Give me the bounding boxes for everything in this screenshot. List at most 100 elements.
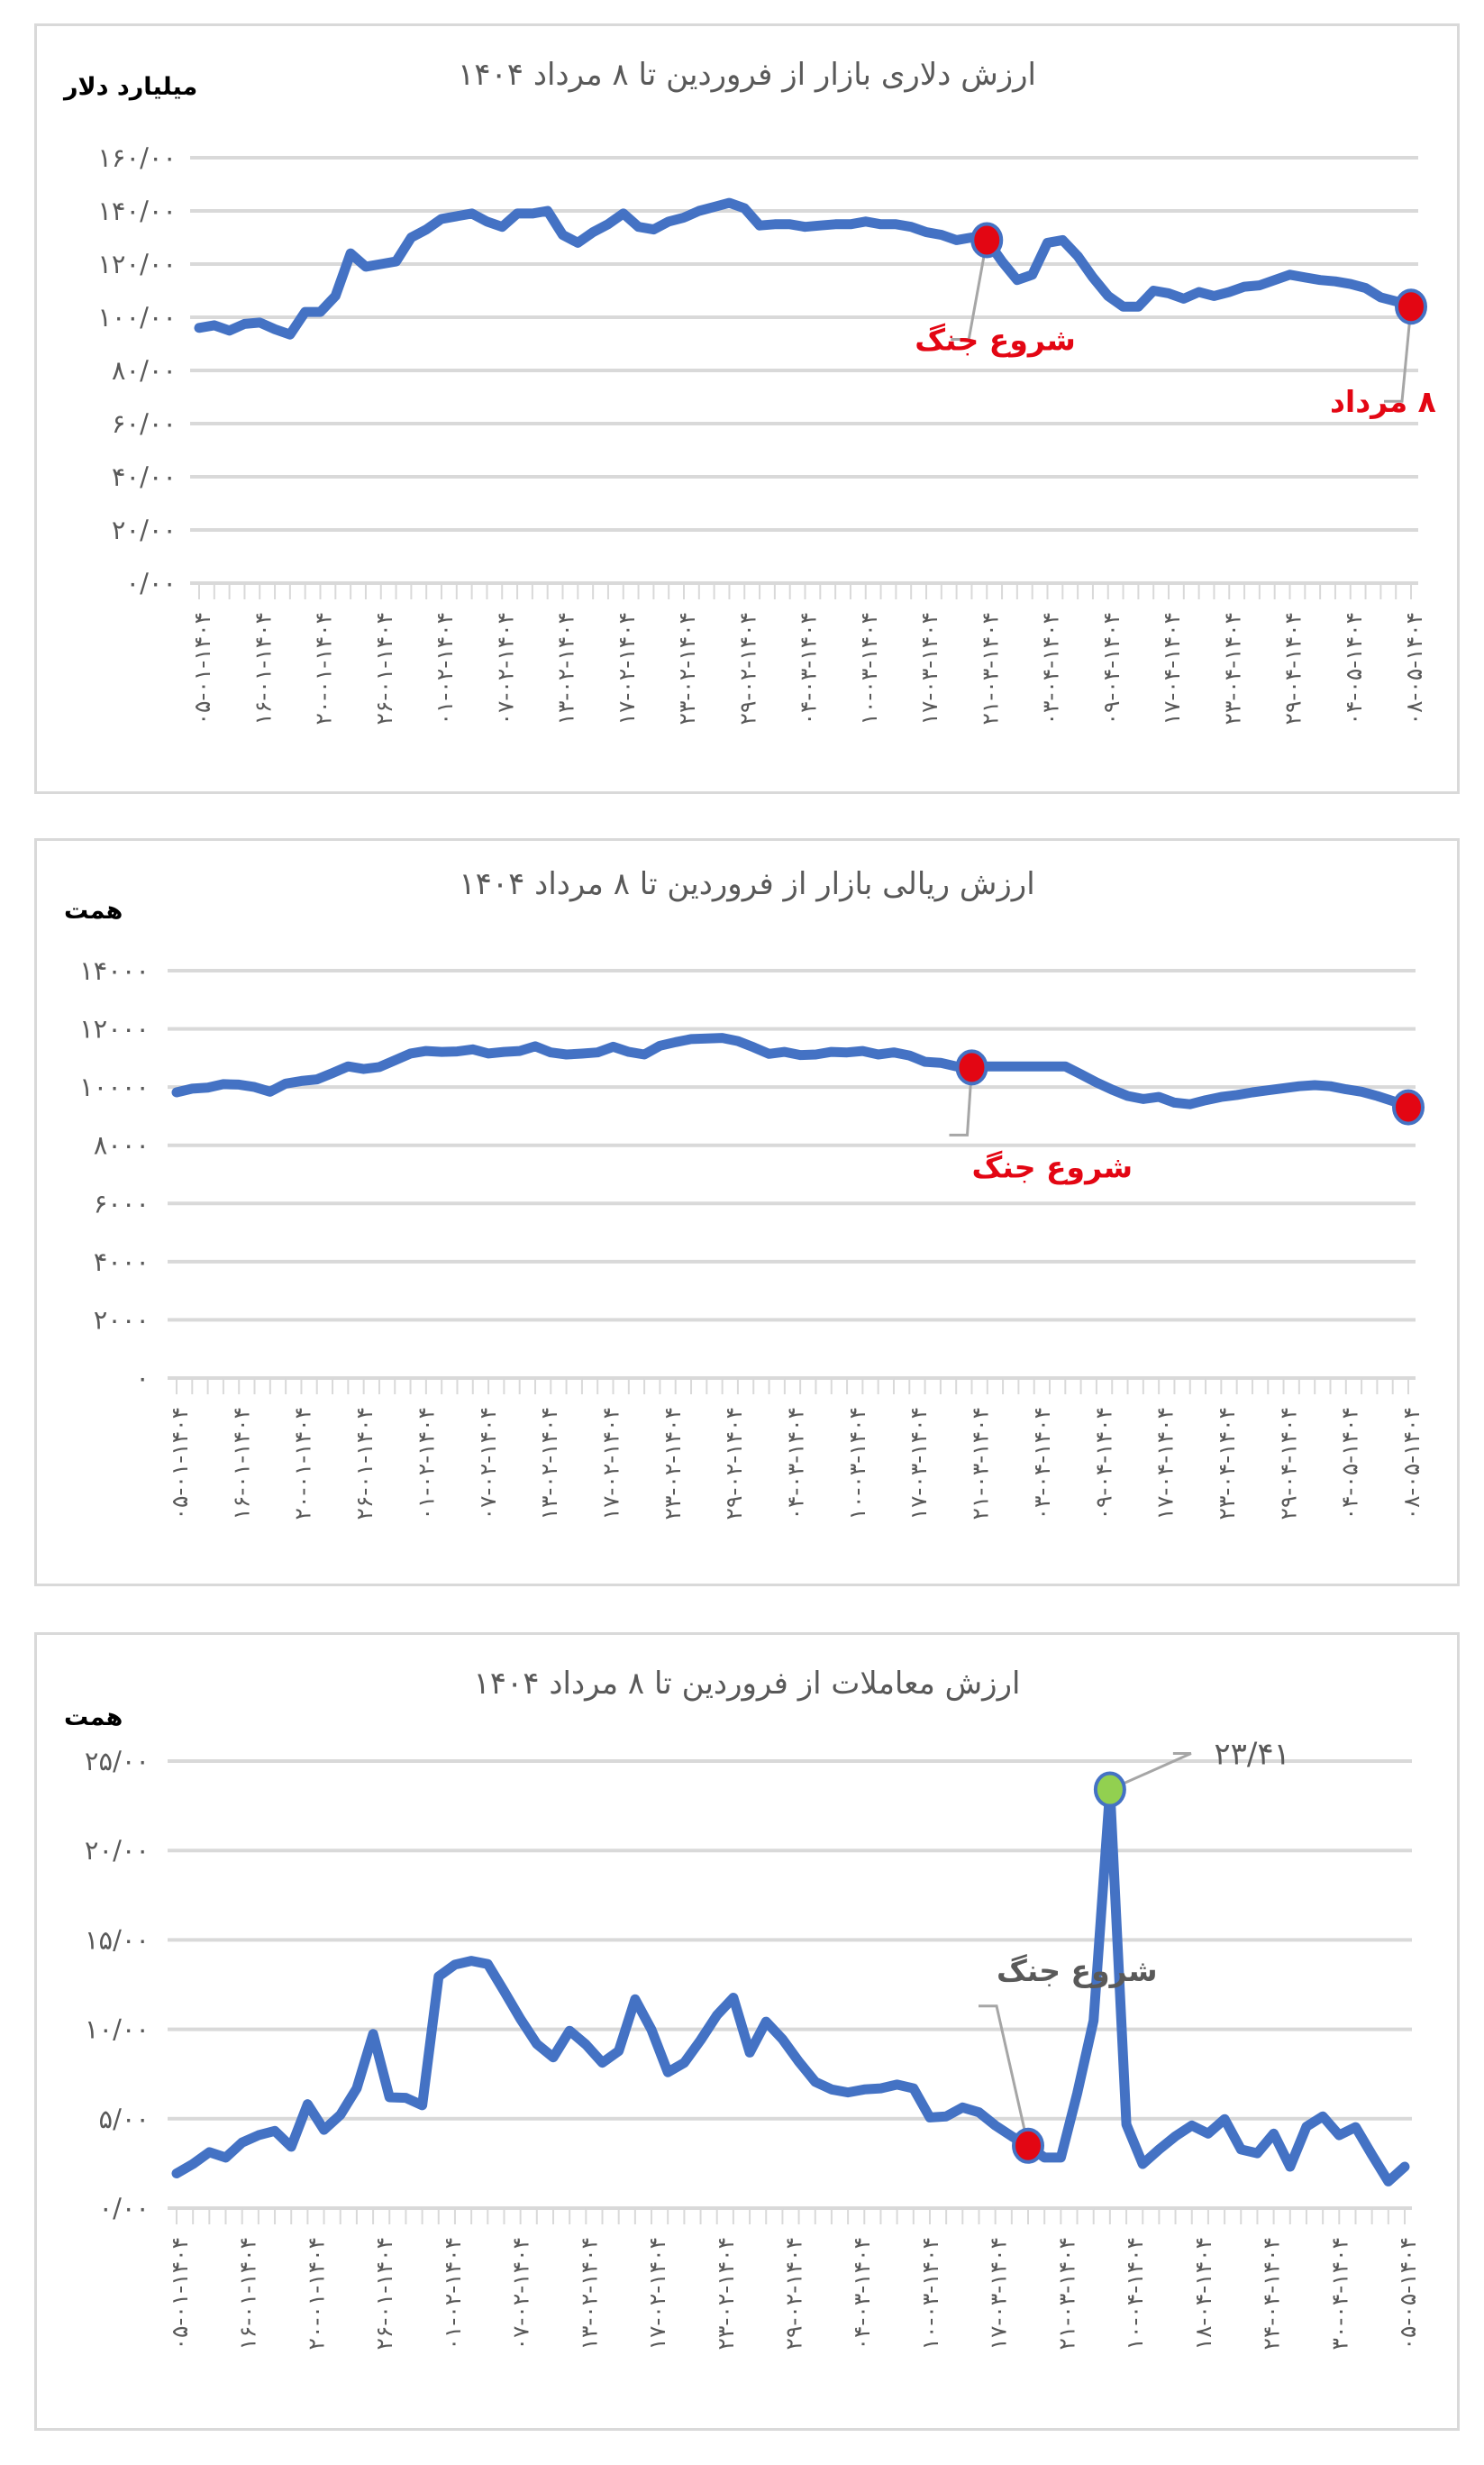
annotation-leader-line	[1384, 306, 1413, 403]
highlight-marker	[1395, 288, 1427, 325]
x-tick-label: ۱۳-۰۲-۱۴۰۴	[576, 2237, 602, 2350]
x-tick-label: ۲۹-۰۲-۱۴۰۴	[734, 612, 760, 725]
x-tick-label: ۱۸-۰۴-۱۴۰۴	[1190, 2237, 1216, 2350]
chart-title: ارزش ریالی بازار از فروردین تا ۸ مرداد ۱…	[459, 866, 1035, 902]
highlight-marker	[955, 1049, 988, 1086]
x-tick-label: ۰۴-۰۳-۱۴۰۴	[796, 612, 822, 725]
x-tick-label: ۱۷-۰۲-۱۴۰۴	[644, 2237, 670, 2350]
x-tick-label: ۲۳-۰۴-۱۴۰۴	[1214, 1407, 1240, 1520]
y-tick-label: ۲۰/۰۰	[85, 1835, 150, 1866]
chart-trading-value: ارزش معاملات از فروردین تا ۸ مرداد ۱۴۰۴ …	[34, 1632, 1460, 2431]
annotation-leader-line	[951, 240, 988, 341]
x-tick-label: ۲۱-۰۳-۱۴۰۴	[977, 612, 1003, 725]
y-tick-label: ۵/۰۰	[99, 2104, 150, 2134]
x-tick-label: ۱۶-۰۱-۱۴۰۴	[228, 1407, 254, 1520]
x-tick-label: ۲۰-۰۱-۱۴۰۴	[303, 2237, 329, 2350]
x-tick-label: ۰۵-۰۱-۱۴۰۴	[167, 2237, 193, 2350]
x-tick-label: ۲۰-۰۱-۱۴۰۴	[290, 1407, 316, 1520]
chart-rial-market-value: ارزش ریالی بازار از فروردین تا ۸ مرداد ۱…	[34, 838, 1460, 1586]
annotation-label: ۸ مرداد	[1330, 384, 1436, 420]
highlight-marker	[1093, 1771, 1126, 1808]
x-tick-label: ۰۱-۰۲-۱۴۰۴	[432, 612, 458, 725]
y-tick-label: ۱۴۰۰۰	[79, 955, 150, 986]
x-tick-label: ۲۰-۰۱-۱۴۰۴	[311, 612, 337, 725]
annotation-label: ۲۳/۴۱	[1214, 1737, 1290, 1773]
x-tick-label: ۱۷-۰۲-۱۴۰۴	[597, 1407, 624, 1520]
annotation-label: شروع جنگ	[915, 322, 1076, 358]
x-tick-label: ۰۵-۰۱-۱۴۰۴	[167, 1407, 193, 1520]
data-series-line	[194, 197, 1416, 340]
chart-plot: ۰ ۲۰۰۰ ۴۰۰۰ ۶۰۰۰ ۸۰۰۰ ۱۰۰۰۰ ۱۲۰۰۰ ۱۴۰۰۰ ۰۵-۰۱-۱۴…	[79, 955, 1425, 1520]
y-tick-label: ۴۰۰۰	[94, 1246, 150, 1277]
annotation-leader-line	[1109, 1752, 1192, 1791]
chart-dollar-market-value: ارزش دلاری بازار از فروردین تا ۸ مرداد ۱…	[34, 23, 1460, 794]
x-tick-label: ۱۷-۰۲-۱۴۰۴	[614, 612, 640, 725]
chart-plot: ۰/۰۰ ۵/۰۰ ۱۰/۰۰ ۱۵/۰۰ ۲۰/۰۰ ۲۵/۰۰ ۰۵-۰۱-۱۴۰۴ ۱۶…	[85, 1737, 1421, 2351]
x-tick-label: ۰۷-۰۲-۱۴۰۴	[492, 612, 518, 725]
x-tick-label: ۱۶-۰۱-۱۴۰۴	[235, 2237, 261, 2350]
x-tick-label: ۲۹-۰۲-۱۴۰۴	[721, 1407, 747, 1520]
x-tick-label: ۱۳-۰۲-۱۴۰۴	[536, 1407, 562, 1520]
x-tick-label: ۱۰-۰۳-۱۴۰۴	[917, 2237, 943, 2350]
x-tick-label: ۰۸-۰۵-۱۴۰۴	[1401, 612, 1427, 725]
x-tick-label: ۲۱-۰۳-۱۴۰۴	[968, 1407, 994, 1520]
y-axis-unit-label: همت	[64, 897, 123, 925]
y-tick-label: ۰	[135, 1363, 150, 1393]
x-tick-label: ۲۳-۰۲-۱۴۰۴	[660, 1407, 686, 1520]
x-tick-label: ۰۴-۰۵-۱۴۰۴	[1341, 612, 1367, 725]
y-tick-label: ۱۲۰/۰۰	[97, 249, 177, 279]
x-tick-label: ۲۹-۰۲-۱۴۰۴	[781, 2237, 807, 2350]
x-tick-label: ۰۵-۰۱-۱۴۰۴	[189, 612, 215, 725]
y-tick-label: ۱۲۰۰۰	[79, 1014, 150, 1045]
x-tick-label: ۰۸-۰۵-۱۴۰۴	[1398, 1407, 1425, 1520]
x-tick-label: ۰۱-۰۲-۱۴۰۴	[413, 1407, 439, 1520]
annotation-leader-line	[979, 2004, 1030, 2147]
y-axis-unit-label: همت	[64, 1703, 123, 1731]
x-tick-label: ۲۳-۰۲-۱۴۰۴	[674, 612, 700, 725]
x-tick-label: ۱۰-۰۴-۱۴۰۴	[1122, 2237, 1148, 2350]
chart-plot: ۰/۰۰ ۲۰/۰۰ ۴۰/۰۰ ۶۰/۰۰ ۸۰/۰۰ ۱۰۰/۰۰ ۱۲۰/۰۰ ۱۴۰/…	[97, 142, 1436, 725]
y-tick-label: ۴۰/۰۰	[112, 461, 177, 492]
highlight-marker	[1392, 1089, 1425, 1126]
x-tick-label: ۲۱-۰۳-۱۴۰۴	[1053, 2237, 1079, 2350]
highlight-marker	[1012, 2127, 1045, 2164]
x-tick-label: ۰۴-۰۵-۱۴۰۴	[1337, 1407, 1363, 1520]
x-tick-label: ۱۶-۰۱-۱۴۰۴	[250, 612, 276, 725]
y-tick-label: ۶۰۰۰	[94, 1188, 150, 1219]
x-tick-label: ۲۹-۰۴-۱۴۰۴	[1275, 1407, 1301, 1520]
annotation-label: شروع جنگ	[997, 1953, 1158, 1989]
x-tick-label: ۲۶-۰۱-۱۴۰۴	[371, 2237, 397, 2350]
y-tick-label: ۰/۰۰	[99, 2193, 150, 2223]
y-tick-label: ۸۰/۰۰	[112, 355, 177, 386]
data-series-line	[171, 1033, 1414, 1113]
y-tick-label: ۱۶۰/۰۰	[97, 142, 177, 173]
x-tick-label: ۰۷-۰۲-۱۴۰۴	[508, 2237, 534, 2350]
y-tick-label: ۲۰/۰۰	[112, 515, 177, 545]
x-tick-label: ۲۹-۰۴-۱۴۰۴	[1280, 612, 1306, 725]
chart-title: ارزش معاملات از فروردین تا ۸ مرداد ۱۴۰۴	[473, 1666, 1021, 1702]
annotation-leader-line	[949, 1067, 973, 1137]
y-tick-label: ۱۴۰/۰۰	[97, 196, 177, 226]
chart-title: ارزش دلاری بازار از فروردین تا ۸ مرداد ۱…	[458, 57, 1036, 93]
x-tick-label: ۱۷-۰۳-۱۴۰۴	[916, 612, 942, 725]
x-tick-label: ۳۰-۰۴-۱۴۰۴	[1326, 2237, 1352, 2350]
y-tick-label: ۱۰/۰۰	[85, 2014, 150, 2045]
x-tick-label: ۱۷-۰۴-۱۴۰۴	[1152, 1407, 1179, 1520]
highlight-marker	[970, 222, 1004, 259]
x-tick-label: ۱۰-۰۳-۱۴۰۴	[844, 1407, 870, 1520]
x-tick-label: ۱۰-۰۳-۱۴۰۴	[856, 612, 882, 725]
x-tick-label: ۰۱-۰۲-۱۴۰۴	[440, 2237, 466, 2350]
x-tick-label: ۰۹-۰۴-۱۴۰۴	[1090, 1407, 1116, 1520]
x-tick-label: ۱۷-۰۳-۱۴۰۴	[986, 2237, 1012, 2350]
x-tick-label: ۲۴-۰۴-۱۴۰۴	[1259, 2237, 1285, 2350]
x-tick-label: ۰۴-۰۳-۱۴۰۴	[783, 1407, 809, 1520]
x-tick-label: ۱۷-۰۳-۱۴۰۴	[906, 1407, 932, 1520]
annotation-label: شروع جنگ	[971, 1149, 1133, 1185]
x-tick-label: ۲۶-۰۱-۱۴۰۴	[351, 1407, 378, 1520]
x-tick-label: ۲۳-۰۴-۱۴۰۴	[1219, 612, 1245, 725]
x-tick-label: ۰۵-۰۵-۱۴۰۴	[1395, 2237, 1421, 2350]
y-tick-label: ۱۵/۰۰	[85, 1924, 150, 1955]
x-tick-label: ۰۹-۰۴-۱۴۰۴	[1098, 612, 1124, 725]
x-tick-label: ۰۴-۰۳-۱۴۰۴	[849, 2237, 875, 2350]
y-tick-label: ۱۰۰۰۰	[79, 1072, 150, 1102]
